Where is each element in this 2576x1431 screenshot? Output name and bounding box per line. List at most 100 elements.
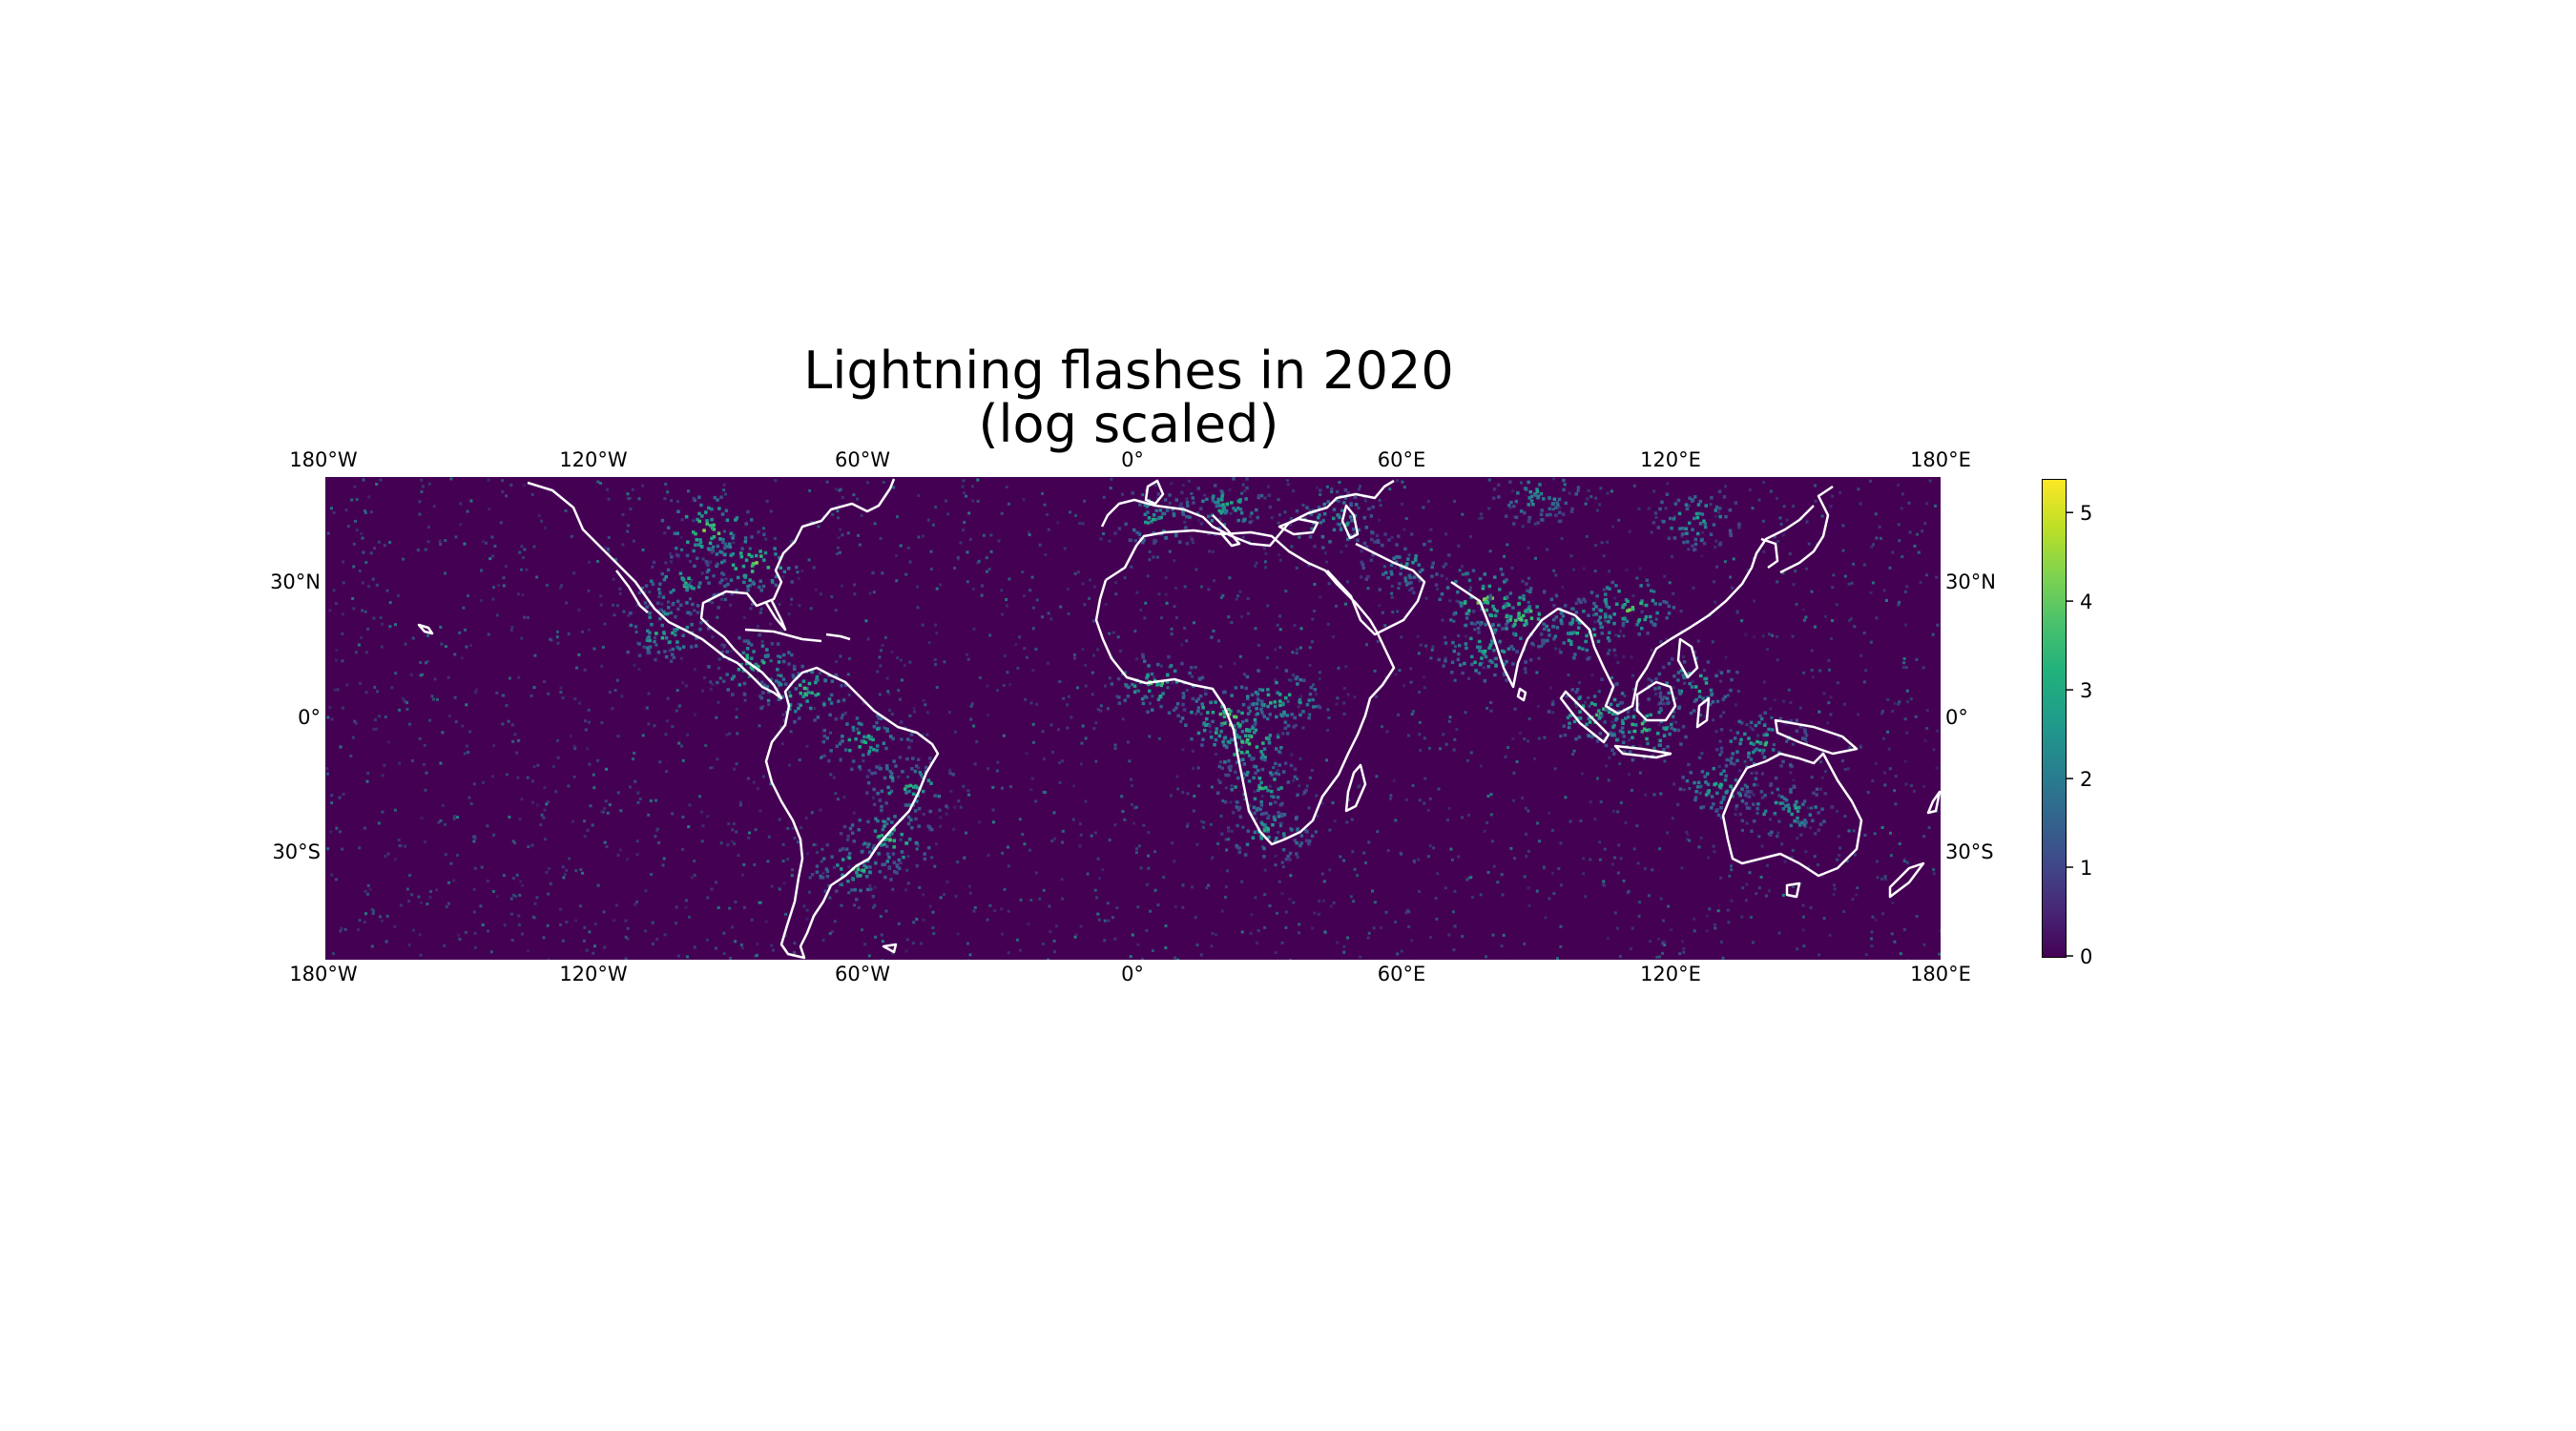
- hotspot-cell: [1294, 817, 1298, 820]
- hotspot-cell: [1790, 812, 1794, 817]
- hotspot-cell: [1228, 768, 1233, 772]
- flash-cell: [1626, 711, 1630, 714]
- hotspot-cell: [1337, 513, 1341, 518]
- hotspot-cell: [938, 808, 942, 812]
- flash-cell: [722, 488, 726, 492]
- flash-cell: [887, 692, 891, 695]
- flash-cell: [543, 786, 547, 790]
- hotspot-cell: [682, 578, 686, 582]
- flash-cell: [930, 856, 934, 860]
- flash-cell: [1173, 559, 1176, 563]
- coastline-florida: [764, 600, 787, 632]
- flash-cell: [430, 695, 434, 698]
- hotspot-cell: [1719, 805, 1723, 810]
- flash-cell: [1718, 753, 1722, 757]
- flash-cell: [568, 857, 571, 861]
- flash-cell: [1569, 554, 1573, 558]
- hotspot-cell: [862, 753, 865, 757]
- hotspot-cell: [1687, 672, 1691, 676]
- flash-cell: [1289, 874, 1293, 878]
- flash-cell: [642, 645, 646, 649]
- flash-cell: [1200, 819, 1204, 823]
- flash-cell: [931, 926, 935, 929]
- flash-cell: [519, 880, 523, 883]
- hotspot-cell: [910, 826, 914, 830]
- flash-cell: [1439, 747, 1442, 751]
- hotspot-cell: [1483, 650, 1487, 653]
- flash-cell: [1401, 480, 1404, 484]
- flash-cell: [806, 852, 810, 856]
- flash-cell: [1185, 824, 1189, 828]
- flash-cell: [326, 531, 330, 535]
- hotspot-cell: [1210, 736, 1214, 739]
- flash-cell: [729, 650, 733, 653]
- hotspot-cell: [697, 495, 701, 499]
- hotspot-cell: [1523, 487, 1527, 490]
- flash-cell: [1633, 708, 1636, 712]
- flash-cell: [1801, 903, 1805, 907]
- hotspot-cell: [830, 855, 834, 859]
- flash-cell: [1631, 674, 1634, 677]
- flash-cell: [626, 492, 630, 496]
- lon-tick-bottom: 120°E: [1640, 963, 1701, 985]
- hotspot-cell: [1465, 646, 1468, 651]
- hotspot-cell: [725, 518, 730, 522]
- flash-cell: [495, 613, 499, 617]
- flash-cell: [606, 548, 610, 551]
- hotspot-cell: [1211, 499, 1215, 503]
- flash-cell: [372, 909, 375, 913]
- hotspot-cell: [1605, 604, 1609, 609]
- hotspot-cell: [662, 632, 666, 635]
- flash-cell: [716, 615, 719, 619]
- hotspot-cell: [1593, 702, 1597, 707]
- colorbar-ticks: [2067, 511, 2073, 957]
- flash-cell: [1424, 644, 1428, 648]
- flash-cell: [1059, 605, 1063, 609]
- hotspot-cell: [1243, 853, 1248, 857]
- hotspot-cell: [1275, 715, 1278, 719]
- hotspot-cell: [1667, 612, 1672, 615]
- hotspot-cell: [1196, 731, 1201, 736]
- hotspot-cell: [846, 880, 850, 883]
- flash-cell: [632, 539, 635, 543]
- hotspot-cell: [1712, 766, 1715, 771]
- hotspot-cell: [722, 559, 727, 563]
- hotspot-cell: [856, 867, 861, 871]
- flash-cell: [828, 932, 832, 936]
- hotspot-cell: [1606, 652, 1610, 655]
- flash-cell: [856, 727, 860, 731]
- hotspot-cell: [1511, 606, 1515, 610]
- flash-cell: [1876, 876, 1880, 880]
- hotspot-cell: [1628, 750, 1632, 754]
- flash-cell: [1159, 664, 1163, 668]
- flash-cell: [734, 900, 737, 903]
- flash-cell: [1751, 941, 1755, 944]
- flash-cell: [508, 816, 511, 819]
- flash-cell: [1745, 821, 1749, 825]
- hotspot-cell: [838, 848, 842, 853]
- hotspot-cell: [1238, 815, 1242, 819]
- hotspot-cell: [1356, 538, 1360, 543]
- flash-cell: [1108, 539, 1111, 543]
- hotspot-cell: [1255, 808, 1259, 813]
- hotspot-cell: [1592, 633, 1597, 637]
- flash-cell: [988, 633, 992, 637]
- hotspot-cell: [1223, 510, 1228, 515]
- hotspot-cell: [1445, 586, 1450, 590]
- coastline-japan: [1779, 485, 1834, 574]
- flash-cell: [733, 841, 737, 845]
- hotspot-cell: [750, 656, 754, 660]
- flash-cell: [681, 847, 684, 851]
- hotspot-cell: [1250, 693, 1255, 696]
- flash-cell: [1350, 818, 1354, 821]
- flash-cell: [1730, 899, 1734, 902]
- flash-cell: [883, 635, 887, 639]
- flash-cell: [1207, 588, 1211, 591]
- hotspot-cell: [1778, 716, 1783, 721]
- hotspot-cell: [749, 665, 754, 669]
- flash-cell: [1008, 683, 1012, 687]
- flash-cell: [1230, 621, 1234, 624]
- hotspot-cell: [1491, 604, 1495, 609]
- flash-cell: [1336, 941, 1340, 944]
- flash-cell: [1651, 868, 1654, 872]
